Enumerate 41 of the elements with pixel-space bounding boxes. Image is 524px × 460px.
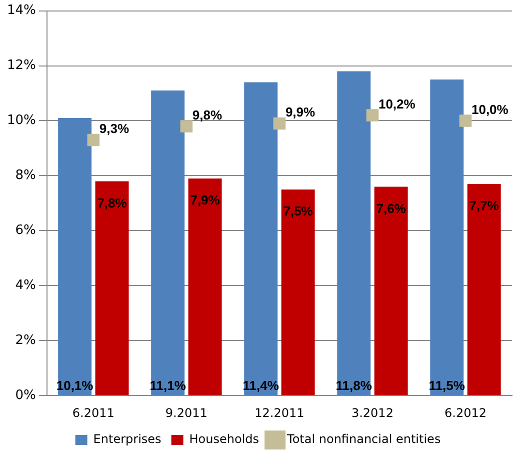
bar	[281, 189, 315, 396]
data-label: 9,9%	[285, 104, 316, 120]
bar	[95, 181, 129, 396]
y-tick-label: 14%	[6, 3, 36, 18]
point	[366, 109, 379, 122]
x-tick-label: 6.2011	[72, 406, 114, 420]
data-label: 7,5%	[283, 204, 314, 219]
point	[180, 120, 193, 132]
data-label: 7,7%	[469, 198, 500, 214]
point	[87, 134, 100, 146]
legend-label: Households	[189, 432, 260, 446]
point	[273, 117, 286, 130]
bar	[188, 178, 222, 396]
bar	[151, 90, 185, 396]
data-label: 9,8%	[192, 107, 222, 122]
y-tick-label: 4%	[15, 278, 36, 294]
x-tick-label: 9.2011	[165, 406, 208, 420]
x-tick-label: 3.2012	[351, 406, 394, 420]
data-label: 7,6%	[376, 200, 406, 216]
x-tick-label: 12.2011	[254, 406, 304, 420]
bar	[58, 118, 92, 396]
bar	[430, 80, 464, 396]
y-tick-label: 2%	[15, 333, 36, 348]
bar	[244, 82, 278, 396]
y-tick-label: 6%	[15, 223, 36, 238]
data-label: 7,9%	[190, 192, 220, 208]
x-tick-label: 6.2012	[444, 406, 486, 420]
data-label: 9,3%	[99, 121, 130, 136]
y-tick-label: 8%	[15, 168, 36, 184]
data-label: 10,0%	[471, 102, 509, 117]
data-label: 7,8%	[97, 195, 128, 210]
y-tick-label: 12%	[6, 58, 36, 74]
y-tick-label: 10%	[6, 113, 36, 128]
legend-label: Enterprises	[93, 432, 162, 446]
bar	[374, 186, 408, 396]
legend-label: Total nonfinancial entities	[286, 432, 441, 446]
point	[459, 114, 472, 127]
y-tick-label: 0%	[15, 388, 36, 403]
bar	[467, 184, 501, 396]
data-label: 10,2%	[378, 96, 416, 112]
bar	[337, 71, 371, 396]
